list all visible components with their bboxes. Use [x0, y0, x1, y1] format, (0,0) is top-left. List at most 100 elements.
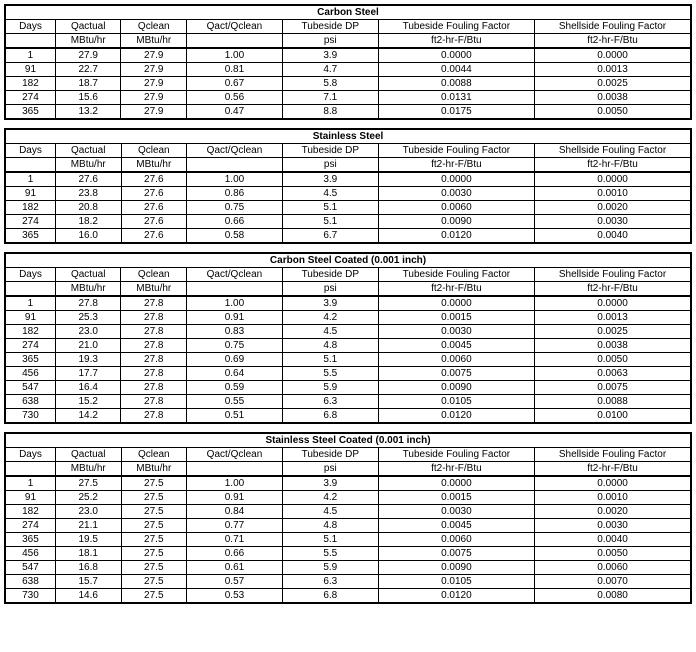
cell: 27.5 [121, 476, 187, 491]
cell: 19.3 [55, 353, 121, 367]
cell: 6.8 [282, 589, 378, 604]
cell: 27.8 [121, 339, 187, 353]
col-header: Shellside Fouling Factor [535, 144, 691, 158]
cell: 27.9 [121, 63, 187, 77]
cell: 0.59 [187, 381, 283, 395]
cell: 4.5 [282, 505, 378, 519]
cell: 1 [5, 476, 55, 491]
cell: 0.0105 [378, 575, 534, 589]
cell: 182 [5, 77, 55, 91]
cell: 4.8 [282, 519, 378, 533]
col-header: Days [5, 144, 55, 158]
col-unit: ft2-hr-F/Btu [535, 282, 691, 297]
cell: 182 [5, 505, 55, 519]
col-unit: psi [282, 158, 378, 173]
cell: 1.00 [187, 172, 283, 187]
cell: 0.0000 [535, 172, 691, 187]
cell: 730 [5, 589, 55, 604]
col-header: Shellside Fouling Factor [535, 268, 691, 282]
fouling-table-0: Carbon SteelDaysQactualQcleanQact/Qclean… [4, 4, 692, 120]
cell: 182 [5, 201, 55, 215]
col-header: Qact/Qclean [187, 448, 283, 462]
col-header: Qactual [55, 20, 121, 34]
col-header: Qactual [55, 268, 121, 282]
table-row: 27421.127.50.774.80.00450.0030 [5, 519, 691, 533]
cell: 3.9 [282, 48, 378, 63]
cell: 274 [5, 519, 55, 533]
table-row: 27421.027.80.754.80.00450.0038 [5, 339, 691, 353]
cell: 0.0000 [535, 476, 691, 491]
col-unit: ft2-hr-F/Btu [378, 462, 534, 477]
cell: 27.9 [55, 48, 121, 63]
cell: 0.53 [187, 589, 283, 604]
cell: 5.8 [282, 77, 378, 91]
cell: 0.84 [187, 505, 283, 519]
cell: 0.0030 [378, 505, 534, 519]
col-header: Qact/Qclean [187, 20, 283, 34]
cell: 27.8 [121, 409, 187, 424]
col-unit [5, 282, 55, 297]
col-header: Tubeside Fouling Factor [378, 268, 534, 282]
cell: 27.8 [121, 325, 187, 339]
cell: 0.55 [187, 395, 283, 409]
cell: 0.0025 [535, 325, 691, 339]
cell: 274 [5, 339, 55, 353]
cell: 0.0090 [378, 561, 534, 575]
cell: 365 [5, 353, 55, 367]
fouling-table-1: Stainless SteelDaysQactualQcleanQact/Qcl… [4, 128, 692, 244]
cell: 3.9 [282, 476, 378, 491]
table-row: 127.927.91.003.90.00000.0000 [5, 48, 691, 63]
cell: 27.9 [121, 105, 187, 120]
table-row: 18218.727.90.675.80.00880.0025 [5, 77, 691, 91]
cell: 0.0060 [378, 201, 534, 215]
table-row: 36516.027.60.586.70.01200.0040 [5, 229, 691, 244]
cell: 0.81 [187, 63, 283, 77]
cell: 25.2 [55, 491, 121, 505]
cell: 0.0038 [535, 91, 691, 105]
cell: 0.0075 [535, 381, 691, 395]
cell: 0.0030 [535, 215, 691, 229]
cell: 0.0015 [378, 311, 534, 325]
cell: 0.69 [187, 353, 283, 367]
cell: 0.0040 [535, 229, 691, 244]
cell: 4.8 [282, 339, 378, 353]
cell: 0.0088 [535, 395, 691, 409]
cell: 23.8 [55, 187, 121, 201]
cell: 91 [5, 491, 55, 505]
cell: 547 [5, 381, 55, 395]
cell: 0.0020 [535, 201, 691, 215]
cell: 27.5 [121, 575, 187, 589]
cell: 15.2 [55, 395, 121, 409]
cell: 27.5 [121, 589, 187, 604]
col-unit: ft2-hr-F/Btu [535, 34, 691, 49]
cell: 0.61 [187, 561, 283, 575]
cell: 0.0070 [535, 575, 691, 589]
col-unit: MBtu/hr [121, 158, 187, 173]
cell: 0.0050 [535, 547, 691, 561]
cell: 1.00 [187, 296, 283, 311]
cell: 14.6 [55, 589, 121, 604]
cell: 0.0030 [378, 325, 534, 339]
cell: 6.3 [282, 575, 378, 589]
col-header: Qact/Qclean [187, 144, 283, 158]
col-unit: MBtu/hr [121, 462, 187, 477]
cell: 0.91 [187, 311, 283, 325]
table-row: 18223.027.50.844.50.00300.0020 [5, 505, 691, 519]
cell: 547 [5, 561, 55, 575]
cell: 5.1 [282, 201, 378, 215]
cell: 4.2 [282, 491, 378, 505]
cell: 5.5 [282, 547, 378, 561]
cell: 0.51 [187, 409, 283, 424]
cell: 27.8 [121, 381, 187, 395]
cell: 27.8 [121, 395, 187, 409]
cell: 0.0120 [378, 589, 534, 604]
col-header: Qactual [55, 144, 121, 158]
cell: 27.8 [121, 296, 187, 311]
cell: 23.0 [55, 325, 121, 339]
table-row: 9125.227.50.914.20.00150.0010 [5, 491, 691, 505]
table-row: 9122.727.90.814.70.00440.0013 [5, 63, 691, 77]
cell: 20.8 [55, 201, 121, 215]
cell: 18.7 [55, 77, 121, 91]
cell: 0.57 [187, 575, 283, 589]
col-header: Tubeside DP [282, 20, 378, 34]
